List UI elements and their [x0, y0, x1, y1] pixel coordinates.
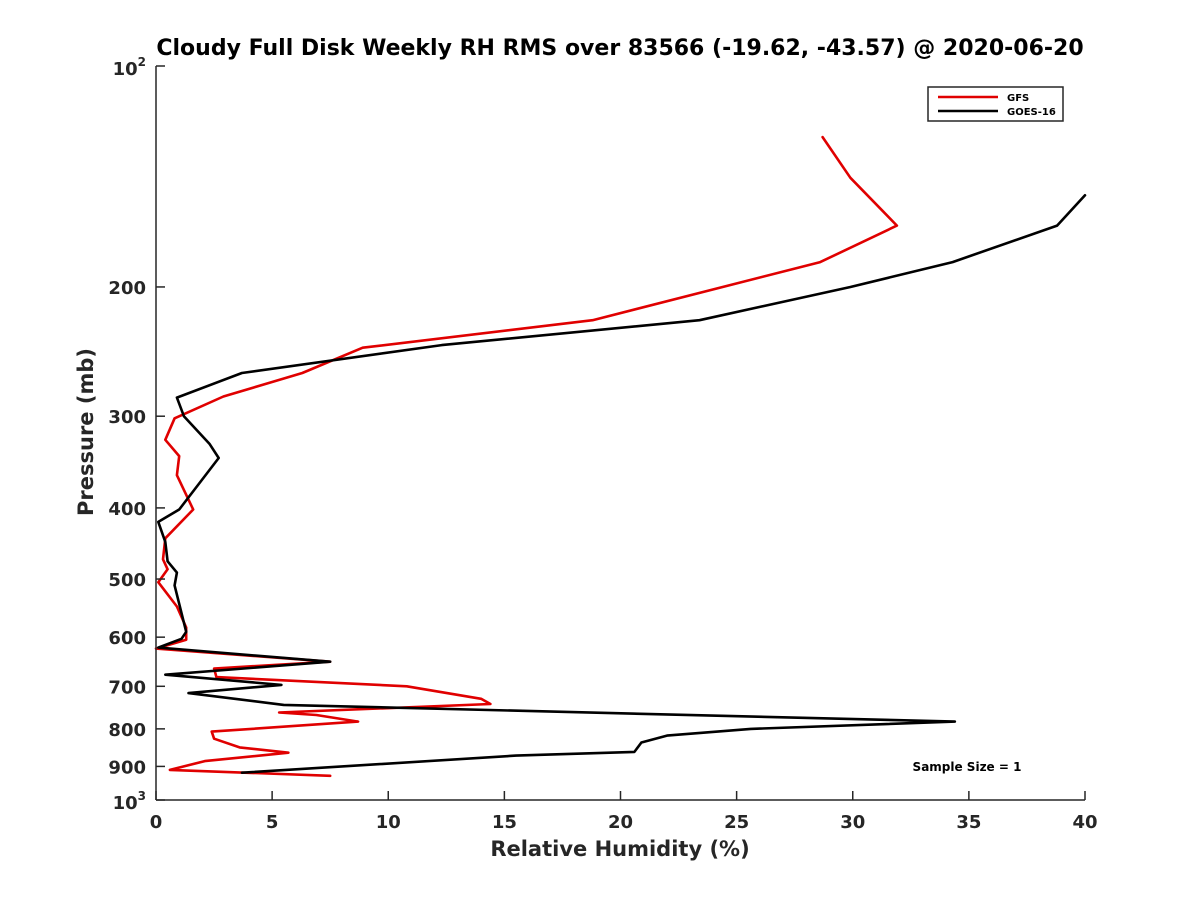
y-tick-label: 900 — [108, 757, 146, 778]
y-tick-label: 600 — [108, 628, 146, 649]
series-layer — [154, 135, 1087, 778]
x-axis-label: Relative Humidity (%) — [490, 837, 749, 861]
sample-size-annotation: Sample Size = 1 — [913, 760, 1022, 774]
x-tick-label: 5 — [266, 812, 279, 833]
x-tick-label: 30 — [840, 812, 865, 833]
y-axis-label: Pressure (mb) — [74, 348, 98, 516]
y-tick-label: 200 — [108, 278, 146, 299]
series-line-goes-16 — [157, 194, 1087, 775]
x-tick-label: 40 — [1072, 812, 1097, 833]
legend-box — [927, 86, 1064, 122]
x-tick-label: 25 — [724, 812, 749, 833]
x-tick-label: 0 — [150, 812, 163, 833]
x-tick-label: 35 — [956, 812, 981, 833]
chart-title: Cloudy Full Disk Weekly RH RMS over 8356… — [156, 36, 1083, 61]
legend: GFS GOES-16 — [927, 86, 1064, 122]
x-tick-label: 15 — [492, 812, 517, 833]
x-tick-label: 20 — [608, 812, 633, 833]
y-tick-label: 800 — [108, 720, 146, 741]
legend-label: GOES-16 — [1007, 107, 1056, 118]
y-tick-label: 400 — [108, 499, 146, 520]
y-tick-label: 700 — [108, 677, 146, 698]
y-tick-label: 500 — [108, 570, 146, 591]
y-tick-label: 300 — [108, 407, 146, 428]
y-end-label-bottom: 103 — [113, 789, 146, 814]
legend-label: GFS — [1007, 93, 1029, 104]
x-tick-label: 10 — [376, 812, 401, 833]
axes-layer: 0 5 10 15 20 25 30 35 40 200 300 400 500 600 700 800 900… — [108, 55, 1097, 833]
y-end-label-top: 102 — [113, 55, 146, 80]
